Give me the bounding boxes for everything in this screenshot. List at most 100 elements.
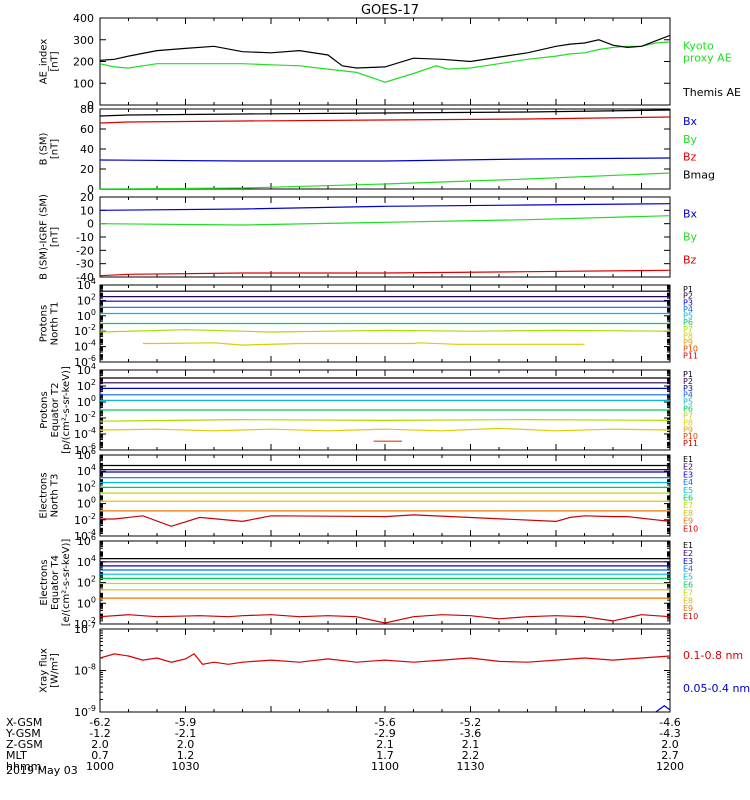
y-tick-label-exp: -9 — [88, 704, 96, 713]
legend-entry: P8 — [683, 331, 693, 340]
legend-entry: P10 — [683, 432, 698, 441]
legend-entry: P6 — [683, 405, 693, 414]
y-tick-label: -20 — [76, 244, 94, 257]
series-group — [100, 203, 670, 277]
ephemeris-table: X-GSMY-GSMZ-GSMMLThhmm-6.2-1.22.00.71000… — [5, 716, 684, 773]
y-axis-label: North T1 — [50, 302, 61, 346]
y-tick-label-base: 10 — [77, 556, 91, 569]
legend-entry: 0.05-0.4 nm — [683, 682, 750, 695]
y-tick-label-exp: 2 — [91, 479, 96, 488]
series-line-by — [100, 172, 670, 189]
ephemeris-value: 2.1 — [376, 738, 394, 751]
y-tick-label: 106 — [77, 533, 96, 548]
y-tick-label-base: 10 — [77, 380, 91, 393]
y-axis-label: [nT] — [50, 227, 61, 247]
y-tick-label: 20 — [80, 191, 94, 204]
series-line-p8 — [142, 342, 585, 346]
legend-entry: P10 — [683, 345, 698, 354]
series-line-bmag — [100, 109, 670, 117]
ephemeris-value: 1200 — [656, 760, 684, 773]
ephemeris-row-label: MLT — [6, 749, 27, 762]
ephemeris-value: 1100 — [371, 760, 399, 773]
ephemeris-row-label: Z-GSM — [6, 738, 43, 751]
panel-frame — [99, 628, 671, 713]
series-line-bx — [100, 203, 670, 211]
legend-entry: P5 — [683, 312, 693, 321]
y-tick-label: 10-6 — [74, 354, 96, 369]
ephemeris-value: 2.1 — [462, 738, 480, 751]
y-tick-label: 100 — [73, 77, 94, 90]
legend-entry: 0.1-0.8 nm — [683, 649, 743, 662]
panel-frame — [99, 17, 671, 106]
legend-entry: E4 — [683, 565, 693, 574]
legend-entry: P7 — [683, 325, 693, 334]
y-tick-label-exp: -4 — [88, 426, 96, 435]
y-tick-label: 10 — [80, 204, 94, 217]
legend-entry: proxy AE — [683, 51, 732, 64]
y-tick-label-base: 10 — [77, 465, 91, 478]
y-tick-label: 40 — [80, 143, 94, 156]
ephemeris-value: 2.7 — [661, 749, 679, 762]
legend-entry: E7 — [683, 588, 693, 597]
y-tick-label-base: 10 — [77, 396, 91, 409]
y-tick-label-base: 10 — [77, 310, 91, 323]
series-line-0-05-0-4-nm — [655, 705, 670, 712]
legend-entry: P4 — [683, 391, 693, 400]
legend-entry: E5 — [683, 486, 693, 495]
legend-entry: By — [683, 133, 698, 146]
y-tick-label-base: 10 — [77, 577, 91, 590]
y-tick-label-base: 10 — [77, 535, 91, 548]
y-tick-label: 80 — [80, 103, 94, 116]
y-tick-label-base: 10 — [74, 514, 88, 527]
y-tick-label: 400 — [73, 12, 94, 25]
y-axis-label: North T3 — [50, 474, 61, 518]
ephemeris-value: 1.2 — [177, 749, 195, 762]
legend-entry: E6 — [683, 494, 693, 503]
series-line-bx — [100, 157, 670, 162]
legend-entry: P5 — [683, 398, 693, 407]
series-line-by — [100, 215, 670, 226]
y-tick-label-exp: 4 — [91, 554, 96, 563]
ephemeris-value: -6.2 — [89, 716, 110, 729]
ephemeris-value: 1000 — [86, 760, 114, 773]
y-tick-label-exp: -6 — [88, 354, 96, 363]
legend-entry: P6 — [683, 318, 693, 327]
y-tick-label: 100 — [77, 308, 96, 323]
ephemeris-value: -5.2 — [460, 716, 481, 729]
legend-entry: P2 — [683, 292, 693, 301]
ephemeris-value: -4.6 — [659, 716, 680, 729]
plot-title: GOES-17 — [361, 3, 419, 18]
y-tick-label-base: 10 — [77, 597, 91, 610]
series-line-bz — [100, 116, 670, 124]
y-tick-label-exp: -8 — [88, 663, 96, 672]
panel-frame — [99, 454, 671, 537]
y-tick-label-exp: -7 — [88, 621, 96, 630]
legend-entry: P3 — [683, 384, 693, 393]
y-tick-label-exp: 2 — [91, 378, 96, 387]
ephemeris-value: 2.2 — [462, 749, 480, 762]
legend-entry: P4 — [683, 305, 693, 314]
y-axis-label: B (SM)-IGRF (SM) — [39, 194, 50, 280]
ephemeris-value: -4.3 — [659, 727, 680, 740]
legend-entry: P1 — [683, 285, 693, 294]
ephemeris-value: -2.9 — [374, 727, 395, 740]
legend-entry: Bmag — [683, 168, 715, 181]
legend-entry: P9 — [683, 338, 693, 347]
y-tick-label: 106 — [77, 447, 96, 462]
panel-2: 0 20 40 60 80 B (SM) [nT] Bx By Bz Bmag — [39, 103, 716, 196]
y-tick-label: 0 — [87, 99, 94, 112]
legend-entry: P11 — [683, 439, 698, 448]
legend-entry: E2 — [683, 463, 693, 472]
y-tick-label-exp: 4 — [91, 463, 96, 472]
y-tick-label-exp: 2 — [91, 575, 96, 584]
ephemeris-value: 1130 — [457, 760, 485, 773]
y-tick-label-base: 10 — [74, 530, 88, 543]
y-tick-label-exp: -2 — [88, 512, 96, 521]
y-tick-label-base: 10 — [77, 279, 91, 292]
y-axis-label: [p/(cm²-s-sr-keV)] — [61, 366, 72, 454]
series-group — [100, 109, 670, 189]
ephemeris-value: 1030 — [172, 760, 200, 773]
legend-entry: E10 — [683, 612, 698, 621]
legend-entry: By — [683, 230, 698, 243]
